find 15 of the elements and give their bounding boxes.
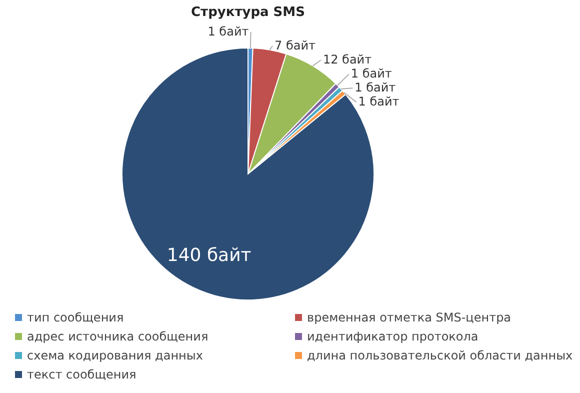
data-label: 1 байт — [350, 66, 392, 80]
chart-title: Структура SMS — [191, 5, 305, 20]
legend-label: текст сообщения — [27, 367, 136, 382]
legend-label: тип сообщения — [27, 310, 124, 324]
legend-label: временная отметка SMS-центра — [307, 310, 512, 324]
data-label: 1 байт — [208, 24, 249, 38]
data-label: 7 байт — [274, 38, 316, 52]
data-label: 1 байт — [354, 80, 396, 94]
legend-label: идентификатор протокола — [307, 329, 478, 344]
data-label: 12 байт — [322, 52, 372, 66]
legend-label: схема кодирования данных — [27, 348, 203, 362]
legend-label: длина пользовательской области данных — [307, 348, 573, 362]
data-label: 1 байт — [358, 94, 400, 108]
data-label: 140 байт — [166, 244, 252, 266]
legend-label: адрес источника сообщения — [27, 329, 208, 344]
